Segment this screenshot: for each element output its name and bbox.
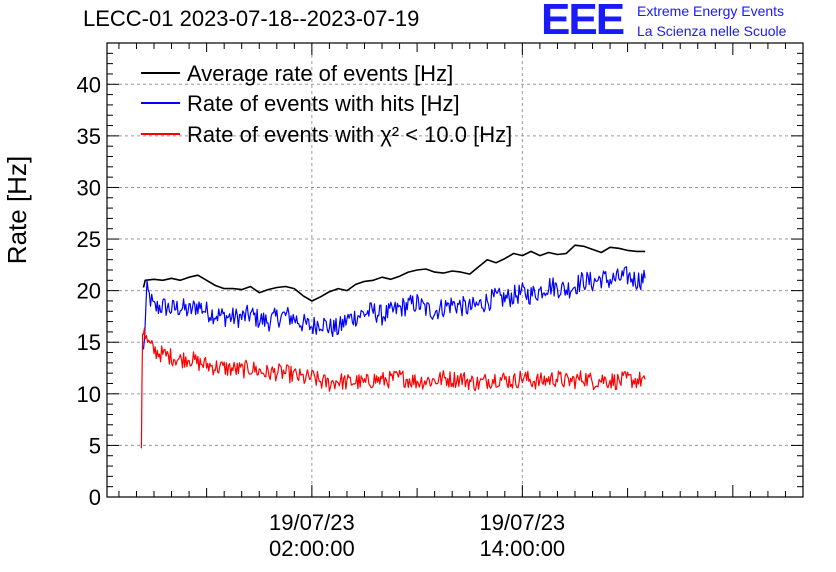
x-tick-label-date: 19/07/23 [269, 510, 355, 535]
y-tick-label: 5 [89, 433, 101, 458]
y-tick-label: 20 [77, 279, 101, 304]
logo-subtitle-2: La Scienza nelle Scuole [637, 23, 787, 39]
x-tick-label-time: 14:00:00 [480, 536, 566, 561]
y-tick-label: 0 [89, 485, 101, 510]
y-tick-label: 10 [77, 382, 101, 407]
logo-subtitle-1: Extreme Energy Events [637, 3, 785, 19]
eee-logo: EEE [541, 0, 625, 44]
legend-label: Rate of events with χ² < 10.0 [Hz] [187, 122, 512, 147]
y-tick-label: 35 [77, 124, 101, 149]
series-line-1 [142, 244, 646, 302]
y-tick-label: 25 [77, 227, 101, 252]
y-tick-label: 30 [77, 175, 101, 200]
legend-label: Rate of events with hits [Hz] [187, 91, 460, 116]
chart-title: LECC-01 2023-07-18--2023-07-19 [83, 6, 420, 31]
series-line-2 [142, 266, 646, 350]
x-tick-label-date: 19/07/23 [480, 510, 566, 535]
series-line-3 [140, 327, 646, 449]
y-axis-label: Rate [Hz] [2, 156, 32, 264]
x-tick-label-time: 02:00:00 [269, 536, 355, 561]
legend-label: Average rate of events [Hz] [187, 61, 453, 86]
y-tick-label: 40 [77, 72, 101, 97]
y-tick-label: 15 [77, 330, 101, 355]
